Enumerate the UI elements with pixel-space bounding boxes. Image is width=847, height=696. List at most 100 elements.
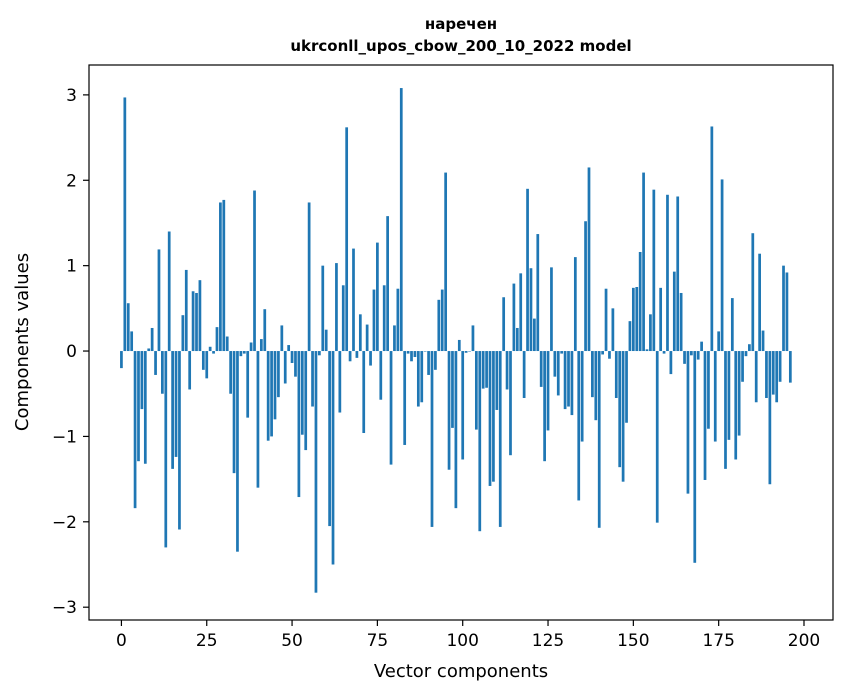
bar-160 — [666, 194, 669, 352]
bar-166 — [686, 351, 690, 494]
x-tick-label: 50 — [281, 631, 303, 651]
bar-191 — [771, 351, 775, 395]
y-tick-label: 2 — [66, 171, 77, 191]
bar-110 — [495, 351, 499, 410]
bar-70 — [358, 314, 362, 352]
bar-151 — [635, 287, 639, 352]
bar-144 — [611, 308, 615, 352]
x-axis-ticks: 0 25 50 75 100 125 150 175 200 — [116, 620, 820, 651]
bar-32 — [229, 351, 232, 394]
bar-163 — [676, 196, 680, 352]
bar-52 — [297, 351, 301, 498]
bar-104 — [474, 351, 478, 430]
bar-188 — [761, 330, 765, 352]
bar-145 — [614, 351, 618, 398]
bar-76 — [379, 351, 383, 400]
bar-33 — [232, 351, 236, 474]
bar-66 — [345, 127, 349, 352]
bar-87 — [416, 351, 420, 407]
bar-184 — [748, 344, 751, 352]
bar-37 — [246, 351, 250, 418]
bar-99 — [457, 339, 461, 352]
x-axis-label: Vector components — [374, 661, 548, 682]
bar-19 — [184, 269, 188, 352]
bar-74 — [372, 289, 376, 352]
bar-84 — [406, 351, 410, 354]
bar-164 — [679, 292, 683, 352]
bar-183 — [744, 351, 748, 357]
bar-140 — [597, 351, 601, 528]
bar-142 — [604, 288, 608, 352]
bar-2 — [126, 303, 130, 352]
bar-117 — [519, 273, 523, 352]
bar-129 — [560, 351, 564, 354]
bar-138 — [591, 351, 594, 398]
bar-80 — [393, 325, 396, 352]
bar-123 — [539, 351, 543, 387]
x-tick-label: 100 — [446, 631, 478, 651]
bar-27 — [212, 351, 215, 354]
bar-1 — [123, 97, 127, 352]
bar-133 — [573, 257, 577, 352]
bar-17 — [178, 351, 181, 530]
bar-132 — [570, 351, 574, 416]
bar-189 — [765, 351, 768, 398]
bar-149 — [628, 321, 632, 352]
bar-111 — [498, 351, 502, 527]
bar-36 — [242, 351, 246, 354]
bar-75 — [376, 242, 379, 352]
bar-34 — [236, 351, 239, 552]
bar-148 — [625, 351, 628, 423]
bar-11 — [157, 249, 161, 352]
plot-frame — [88, 64, 834, 621]
bar-60 — [324, 329, 328, 352]
bar-55 — [307, 202, 311, 352]
bar-114 — [509, 351, 512, 456]
bar-26 — [208, 346, 212, 352]
bar-116 — [515, 327, 519, 352]
bar-71 — [362, 351, 366, 434]
bar-174 — [713, 351, 717, 442]
bar-39 — [253, 190, 256, 352]
bar-18 — [181, 315, 185, 352]
bar-154 — [645, 349, 649, 352]
bar-186 — [754, 351, 758, 403]
bar-81 — [396, 288, 400, 352]
bar-128 — [556, 351, 560, 396]
bar-0 — [120, 351, 123, 369]
bar-102 — [468, 351, 471, 352]
bar-50 — [290, 351, 294, 363]
bar-194 — [782, 265, 785, 352]
bar-118 — [522, 351, 526, 398]
bar-38 — [249, 342, 253, 352]
bar-9 — [150, 327, 154, 352]
bar-16 — [174, 351, 178, 457]
bar-31 — [225, 336, 229, 352]
bar-141 — [601, 351, 604, 355]
chart-title: наречен — [425, 15, 497, 33]
bar-85 — [410, 351, 413, 362]
bar-4 — [133, 351, 137, 509]
bar-96 — [447, 351, 451, 470]
bar-177 — [724, 351, 727, 469]
bar-173 — [710, 126, 714, 352]
bar-82 — [399, 88, 403, 352]
bar-134 — [577, 351, 581, 501]
bar-157 — [655, 351, 659, 523]
bar-57 — [314, 351, 318, 593]
bar-93 — [437, 299, 441, 352]
bar-136 — [584, 221, 587, 352]
bar-139 — [594, 351, 598, 421]
bar-77 — [382, 285, 386, 352]
bar-101 — [464, 351, 468, 353]
bar-169 — [696, 351, 700, 360]
bar-28 — [215, 327, 219, 352]
bar-131 — [567, 351, 570, 407]
bar-25 — [205, 351, 209, 379]
bar-10 — [154, 351, 157, 375]
bar-135 — [580, 351, 584, 442]
bar-156 — [652, 189, 656, 352]
bar-153 — [642, 172, 645, 352]
